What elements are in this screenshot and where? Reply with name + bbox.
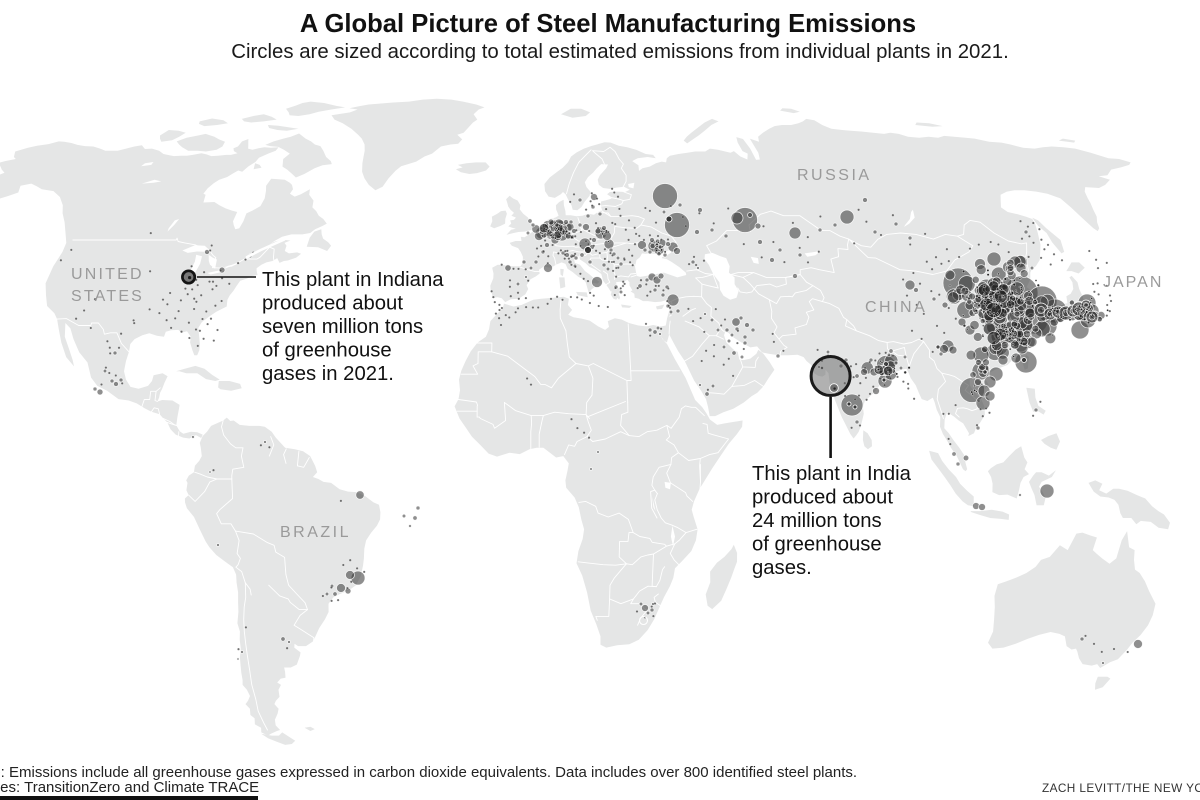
svg-text:RUSSIA: RUSSIA	[797, 167, 872, 184]
svg-text:of greenhouse: of greenhouse	[752, 534, 882, 556]
svg-text:gases.: gases.	[752, 557, 812, 579]
svg-text:This plant in India: This plant in India	[752, 463, 912, 485]
svg-text:BRAZIL: BRAZIL	[280, 524, 351, 541]
svg-text:24 million tons: 24 million tons	[752, 510, 882, 532]
svg-text:of greenhouse: of greenhouse	[262, 340, 392, 362]
svg-text:Circles are sized according to: Circles are sized according to total est…	[231, 41, 1008, 63]
svg-text:UNITED: UNITED	[71, 266, 144, 283]
svg-text:Sources: TransitionZero and Cl: Sources: TransitionZero and Climate TRAC…	[0, 779, 259, 796]
svg-text:JAPAN: JAPAN	[1103, 274, 1163, 291]
svg-text:produced about: produced about	[752, 487, 893, 509]
svg-text:ZACH LEVITT/THE NEW YORK TIMES: ZACH LEVITT/THE NEW YORK TIMES	[1042, 781, 1200, 795]
svg-text:gases in 2021.: gases in 2021.	[262, 363, 394, 385]
svg-text:produced about: produced about	[262, 293, 403, 315]
svg-text:seven million tons: seven million tons	[262, 316, 423, 338]
svg-text:This plant in Indiana: This plant in Indiana	[262, 269, 444, 291]
svg-text:A Global Picture of Steel Manu: A Global Picture of Steel Manufacturing …	[300, 10, 916, 38]
svg-text:STATES: STATES	[71, 288, 144, 305]
svg-text:CHINA: CHINA	[865, 299, 927, 316]
svg-text:Note: Emissions include all gr: Note: Emissions include all greenhouse g…	[0, 764, 857, 781]
